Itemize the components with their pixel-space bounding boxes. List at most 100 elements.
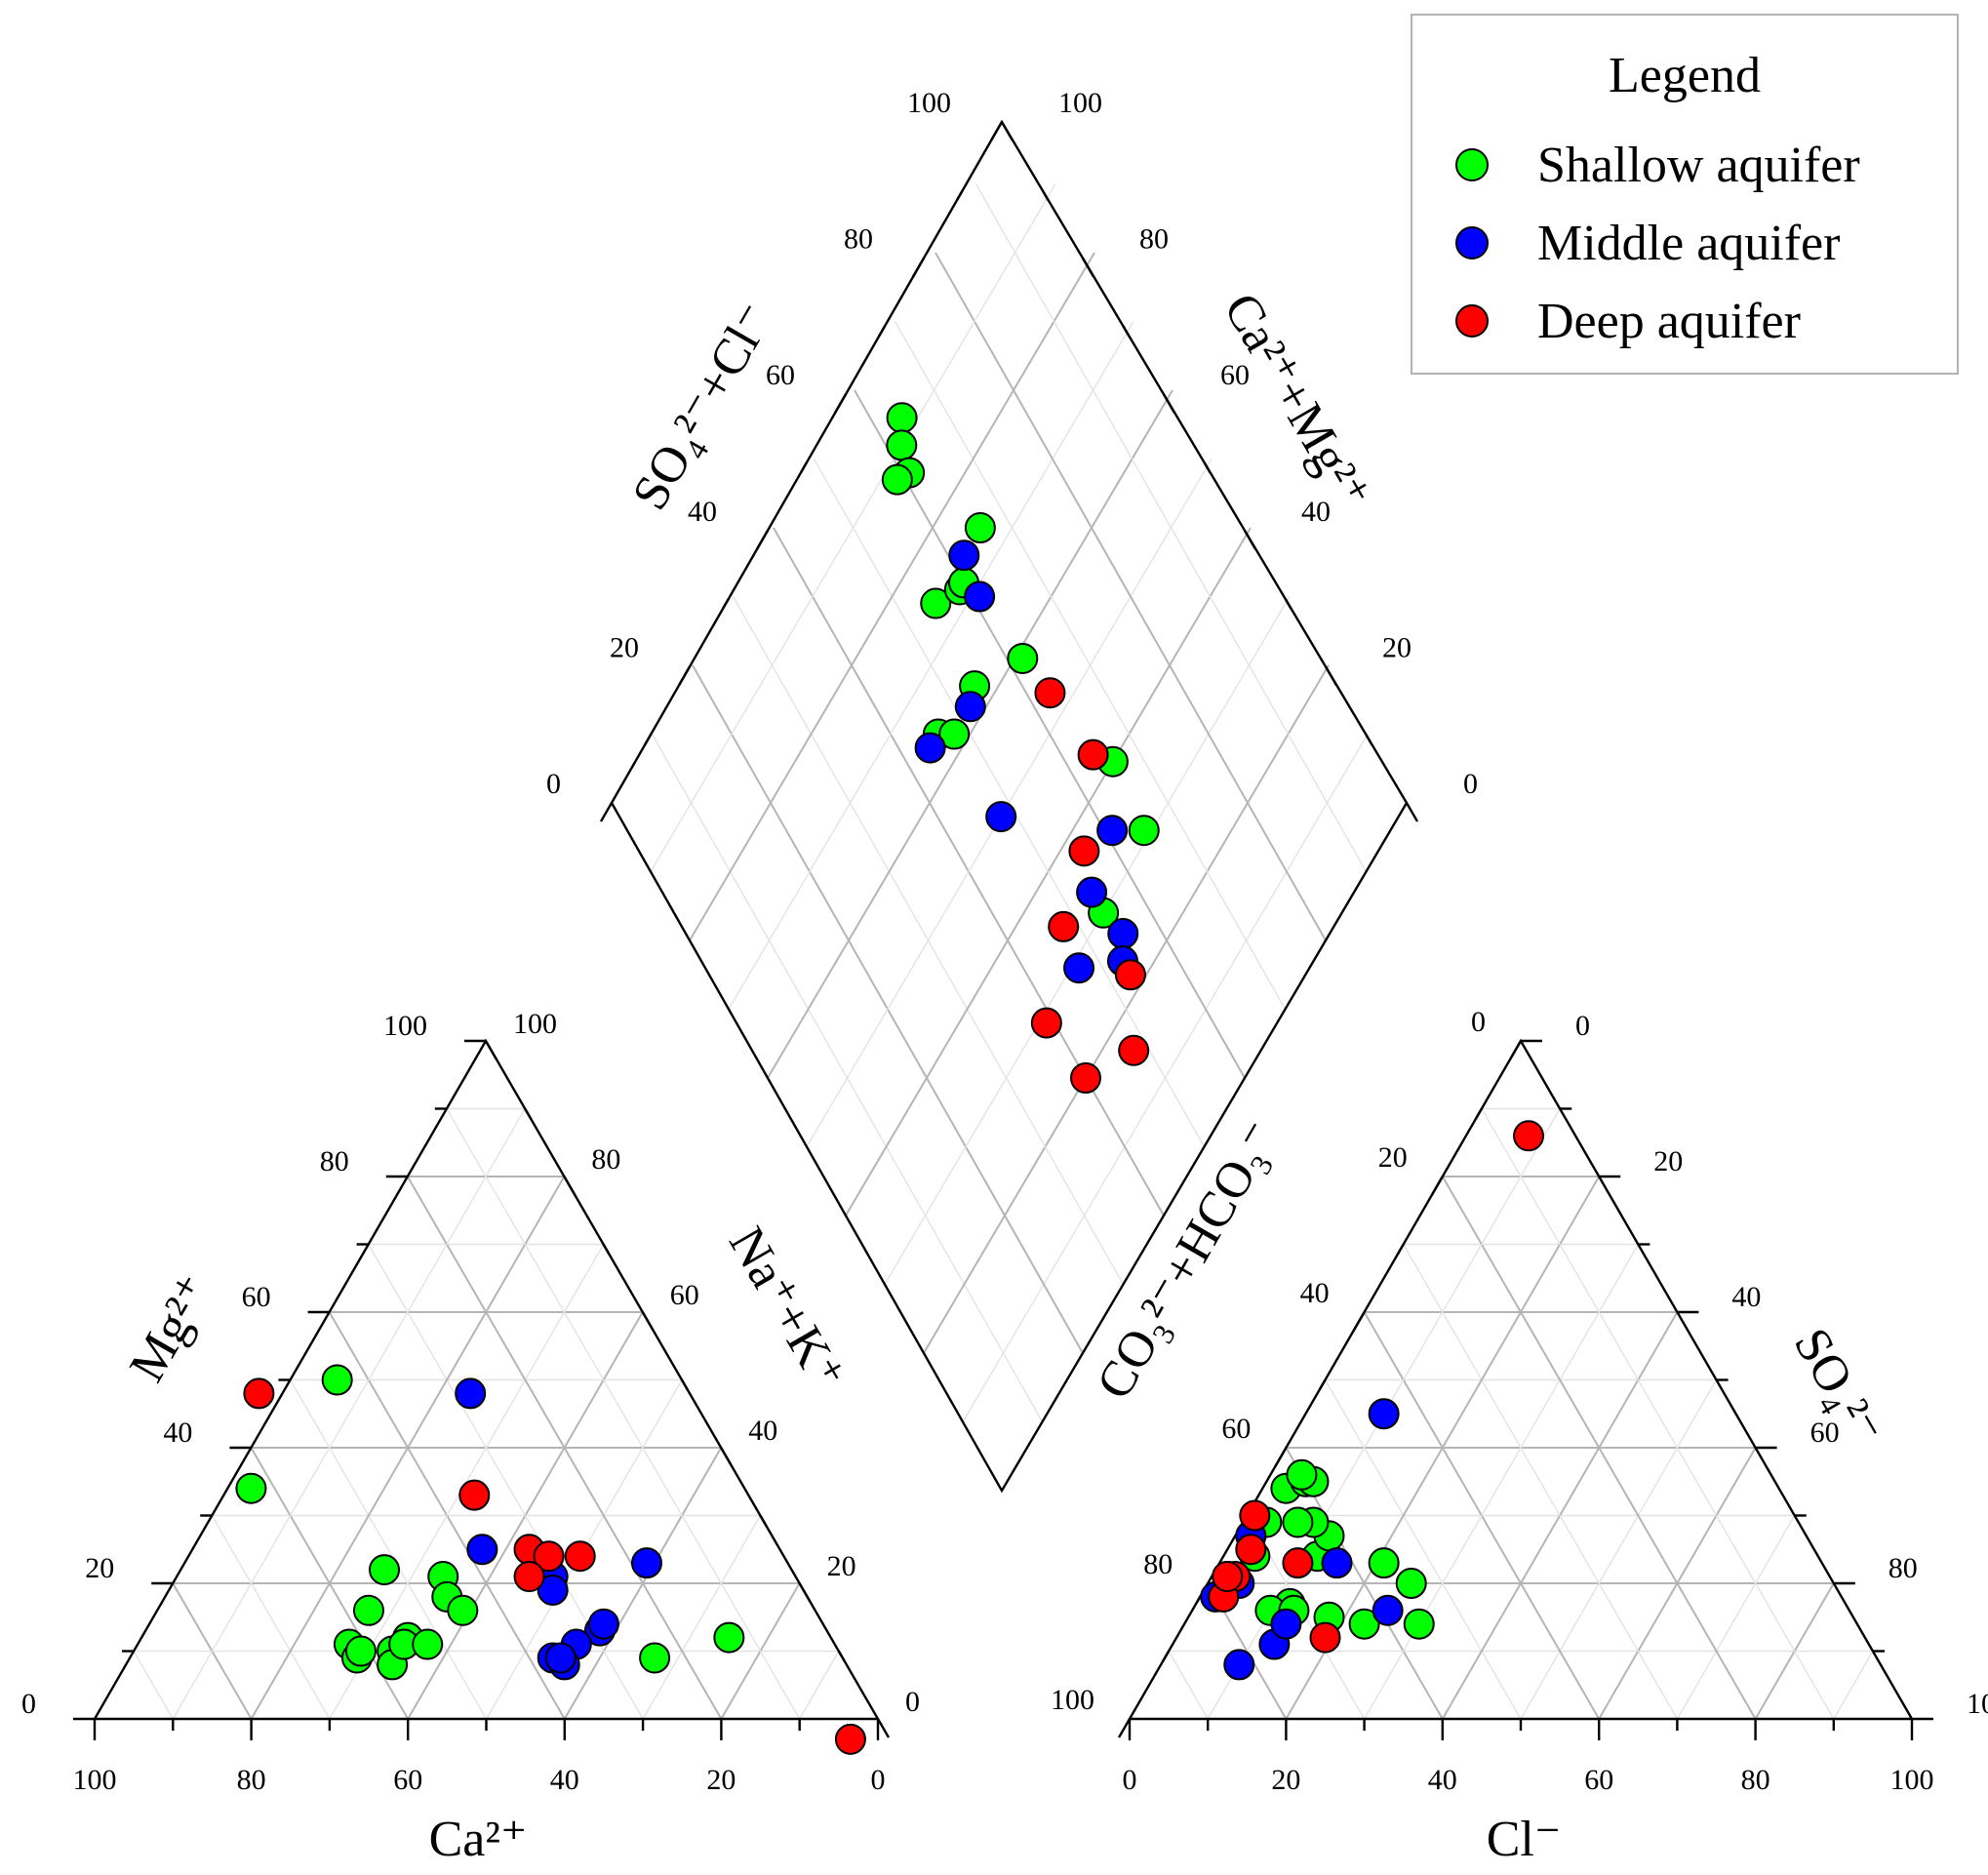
anion-right-tick-label: 60 [1810,1416,1840,1449]
tick-label-layer: 100 80 60 40 20 0 0 20 40 60 80 100 0 20 40 60 80 100 0 20 4… [21,87,1988,1796]
anion-left-tick-label: 40 [1300,1277,1330,1309]
cation-triangle-grid-line [799,1651,840,1720]
point-middle-cation [587,1608,619,1640]
cation-triangle-grid-line [211,1515,331,1720]
diamond-left-tick [677,665,692,687]
diamond-right-tick-label: 80 [1139,223,1169,256]
point-middle-diamond [1063,952,1095,984]
anion-triangle-grid-line [1676,1515,1796,1720]
anion-triangle-grid-line [1441,1176,1757,1720]
anion-bottom-tick-label: 40 [1428,1764,1457,1796]
diamond-left-tick [755,530,770,550]
anion-right-tick-label: 100 [1967,1688,1988,1720]
anion-left-tick [1474,1107,1483,1120]
anion-triangle-grid-line [1403,1244,1679,1720]
point-shallow-diamond [1128,815,1160,847]
anion-right-tick-label: 0 [1575,1010,1590,1042]
diamond-right-tick [1405,802,1419,822]
cation-right-tick-label: 20 [827,1550,856,1582]
point-shallow-anion [1368,1547,1400,1579]
anion-triangle-grid-line [1324,1379,1522,1720]
point-deep-diamond [1048,910,1080,942]
point-middle-diamond [1096,815,1129,847]
point-shallow-cation [369,1554,400,1586]
diamond-right-tick-label: 60 [1220,359,1250,391]
anion-left-tick-label: 100 [1051,1684,1094,1716]
point-middle-anion [1223,1649,1255,1681]
anion-left-tick [1117,1718,1132,1738]
anion-triangle-grid-line [1363,1244,1639,1720]
point-middle-cation [466,1534,498,1566]
cation-bottom-axis-title: Ca²⁺ [429,1812,528,1867]
cation-right-tick-label: 80 [591,1143,620,1176]
anion-triangle-grid-line [1520,1379,1718,1720]
diamond-right-tick [1000,121,1014,141]
diamond-grid-line [728,321,1134,1010]
point-shallow-anion [1348,1608,1380,1640]
diamond-left-tick [911,257,926,278]
diamond-left-tick-label: 20 [610,631,639,663]
legend: Legend Shallow aquifer Middle aquifer De… [1411,14,1959,375]
point-deep-cation [834,1723,866,1755]
diamond-right-tick [1122,325,1131,338]
cation-left-tick-label: 20 [85,1552,114,1584]
point-shallow-diamond [886,429,918,461]
diamond-grid-line [806,459,1213,1147]
diamond-grid-line [854,389,1246,1079]
point-deep-cation [533,1540,565,1573]
anion-bottom-tick-label: 20 [1271,1764,1300,1796]
diamond-left-tick [989,121,1004,141]
point-deep-diamond [1114,959,1146,991]
point-middle-cation [544,1642,577,1674]
point-deep-anion [1513,1120,1545,1152]
anion-bottom-tick-label: 100 [1890,1764,1934,1796]
point-deep-anion [1309,1621,1341,1654]
legend-marker-shallow [1455,148,1489,181]
anion-bottom-tick-label: 80 [1741,1764,1770,1796]
point-deep-anion [1212,1561,1244,1593]
cation-right-tick [759,1514,768,1527]
point-middle-diamond [954,691,986,723]
diamond-right-tick [1324,665,1338,687]
diamond-grid-line [894,321,1287,1010]
cation-right-tick-label: 60 [670,1279,699,1311]
point-deep-diamond [1030,1007,1062,1039]
cation-right-tick-label: 100 [513,1008,557,1040]
point-shallow-diamond [964,512,996,543]
cation-left-tick-label: 100 [383,1010,427,1042]
point-shallow-cation [235,1472,267,1504]
point-shallow-cation [447,1594,479,1626]
legend-marker-middle [1455,226,1489,259]
diamond-right-tick [1081,257,1095,278]
cation-left-axis-title: Mg²⁺ [119,1266,223,1391]
diamond-left-tick [599,802,614,822]
cation-right-tick [876,1718,891,1738]
point-deep-diamond [1068,835,1100,867]
anion-left-tick [1352,1311,1366,1332]
legend-label-middle: Middle aquifer [1537,215,1841,271]
anion-right-tick-label: 20 [1653,1145,1683,1177]
point-middle-anion [1270,1608,1302,1640]
diamond-right-tick [1203,461,1212,474]
point-shallow-diamond [920,587,952,619]
diamond-right-tick [1243,530,1257,550]
point-shallow-cation [412,1628,444,1660]
cation-triangle-grid-line [289,1379,488,1720]
diamond-grid-line [689,252,1095,941]
diamond-right-tick [1365,734,1373,746]
points-layer [235,402,1545,1755]
anion-left-tick [1508,1040,1523,1060]
diamond-left-tick-label: 60 [766,359,795,391]
cation-bottom-tick-label: 40 [550,1764,579,1796]
diamond-right-tick-label: 100 [1058,87,1102,119]
anion-left-tick [1162,1650,1171,1662]
diamond-right-axis-title: Ca²⁺+Mg²⁺ [1213,284,1380,519]
cation-bottom-tick-label: 20 [706,1764,736,1796]
diamond-left-tick [643,734,653,746]
point-middle-diamond [948,539,980,572]
diamond-right-tick [1284,597,1292,610]
cation-right-tick [524,1107,533,1120]
cation-triangle-grid-line [446,1108,801,1720]
point-middle-cation [537,1574,569,1606]
